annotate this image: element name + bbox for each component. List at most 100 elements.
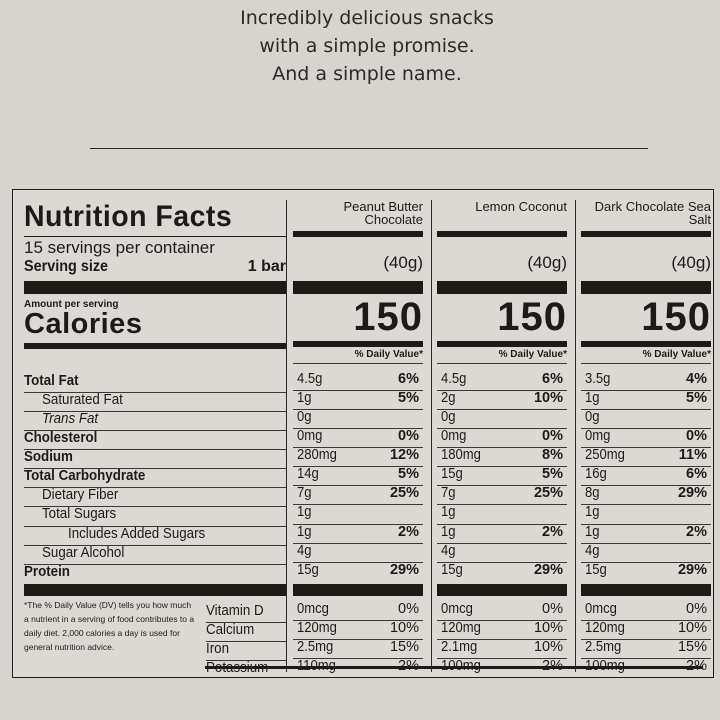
row-divider <box>581 524 711 525</box>
nutrient-daily-value: 29% <box>533 562 563 578</box>
mineral-amount: 0mcg <box>585 601 617 617</box>
row-divider <box>437 363 567 364</box>
nutrition-label-column: Nutrition Facts 15 servings per containe… <box>24 200 286 676</box>
nutrient-amount: 1g <box>441 504 456 520</box>
nutrition-facts-title: Nutrition Facts <box>24 200 233 233</box>
tagline-line-2: with a simple promise. <box>259 35 475 57</box>
nutrient-daily-value: 29% <box>389 562 419 578</box>
calories-label: Calories <box>24 308 143 340</box>
row-divider <box>293 543 423 544</box>
nutrient-label: Cholesterol <box>24 430 98 446</box>
nutrient-daily-value: 4% <box>686 371 707 387</box>
nutrient-label: Trans Fat <box>42 411 99 427</box>
nutrient-daily-value: 5% <box>686 390 707 406</box>
nutrient-daily-value: 5% <box>398 466 419 482</box>
nutrient-amount: 1g <box>441 524 456 540</box>
row-divider <box>24 430 286 431</box>
serving-weight: (40g) <box>527 253 567 272</box>
mineral-daily-value: 0% <box>542 601 563 617</box>
nutrient-amount: 14g <box>297 466 319 482</box>
nutrient-label: Sugar Alcohol <box>42 545 125 561</box>
calories-value: 150 <box>641 295 711 339</box>
nutrient-amount: 280mg <box>297 447 337 463</box>
row-divider <box>437 428 567 429</box>
mineral-amount: 0mcg <box>441 601 473 617</box>
row-divider <box>581 543 711 544</box>
nutrient-amount: 8g <box>585 485 600 501</box>
row-divider <box>437 639 567 640</box>
row-divider <box>581 485 711 486</box>
flavor-column-2: Lemon Coconut (40g) 150 % Daily Value* 4.5g 6… <box>437 198 567 674</box>
nutrient-daily-value: 5% <box>398 390 419 406</box>
mineral-daily-value: 10% <box>389 620 419 636</box>
mineral-amount: 120mg <box>441 620 481 636</box>
flavor-name: Lemon Coconut <box>475 199 567 214</box>
tagline: Incredibly delicious snacks with a simpl… <box>0 4 720 88</box>
row-divider <box>581 363 711 364</box>
calories-value: 150 <box>497 295 567 339</box>
nutrient-amount: 0g <box>585 409 600 425</box>
row-divider <box>581 409 711 410</box>
mineral-daily-value: 10% <box>533 620 563 636</box>
row-divider <box>437 658 567 659</box>
mineral-amount: 0mcg <box>297 601 329 617</box>
protein-thick-bar <box>581 584 711 596</box>
nutrient-label: Protein <box>24 564 70 580</box>
row-divider <box>437 466 567 467</box>
row-divider <box>437 447 567 448</box>
row-divider <box>437 504 567 505</box>
daily-value-footnote: *The % Daily Value (DV) tells you how mu… <box>24 600 195 652</box>
nutrient-amount: 1g <box>585 390 600 406</box>
nutrient-daily-value: 0% <box>686 428 707 444</box>
column-separator <box>286 200 287 672</box>
nutrient-amount: 180mg <box>441 447 481 463</box>
nutrient-daily-value: 5% <box>542 466 563 482</box>
nutrient-amount: 3.5g <box>585 371 611 387</box>
nutrient-daily-value: 6% <box>542 371 563 387</box>
nutrient-amount: 16g <box>585 466 607 482</box>
title-rule <box>24 236 286 237</box>
protein-thick-bar <box>437 584 567 596</box>
row-divider <box>293 639 423 640</box>
serving-size-label: Serving size <box>24 258 109 275</box>
mineral-amount: 120mg <box>297 620 337 636</box>
mineral-amount: 2.1mg <box>441 639 478 655</box>
nutrient-amount: 15g <box>585 562 607 578</box>
protein-thick-bar <box>293 584 423 596</box>
calories-bar <box>293 341 423 347</box>
nutrient-label: Total Sugars <box>42 506 117 522</box>
protein-thick-bar <box>24 584 286 596</box>
mineral-amount: 2.5mg <box>585 639 622 655</box>
calories-value: 150 <box>353 295 423 339</box>
calories-bar <box>581 341 711 347</box>
mineral-label: Iron <box>206 641 229 657</box>
nutrient-daily-value: 25% <box>533 485 563 501</box>
calories-bar <box>24 343 286 349</box>
row-divider <box>24 506 286 507</box>
nutrient-amount: 4g <box>297 543 312 559</box>
mineral-daily-value: 0% <box>398 601 419 617</box>
flavor-header-bar <box>293 231 423 237</box>
nutrient-amount: 4.5g <box>297 371 323 387</box>
flavor-column-3: Dark Chocolate Sea Salt (40g) 150 % Daily V… <box>581 198 711 674</box>
nutrient-amount: 0g <box>441 409 456 425</box>
row-divider <box>24 449 286 450</box>
servings-per-container: 15 servings per container <box>24 238 215 257</box>
nutrient-amount: 0g <box>297 409 312 425</box>
nutrient-label: Sodium <box>24 449 73 465</box>
nutrition-facts-panel: Nutrition Facts 15 servings per containe… <box>12 189 714 678</box>
daily-value-header: % Daily Value* <box>354 349 423 360</box>
nutrient-daily-value: 29% <box>677 562 707 578</box>
row-divider <box>293 447 423 448</box>
row-divider <box>293 485 423 486</box>
row-divider <box>293 562 423 563</box>
nutrient-amount: 0mg <box>585 428 611 444</box>
daily-value-header: % Daily Value* <box>498 349 567 360</box>
divider-line <box>90 148 648 149</box>
row-divider <box>437 562 567 563</box>
serving-thick-bar <box>437 281 567 294</box>
nutrient-daily-value: 12% <box>389 447 419 463</box>
row-divider <box>581 466 711 467</box>
row-divider <box>293 658 423 659</box>
nutrient-amount: 15g <box>441 466 463 482</box>
